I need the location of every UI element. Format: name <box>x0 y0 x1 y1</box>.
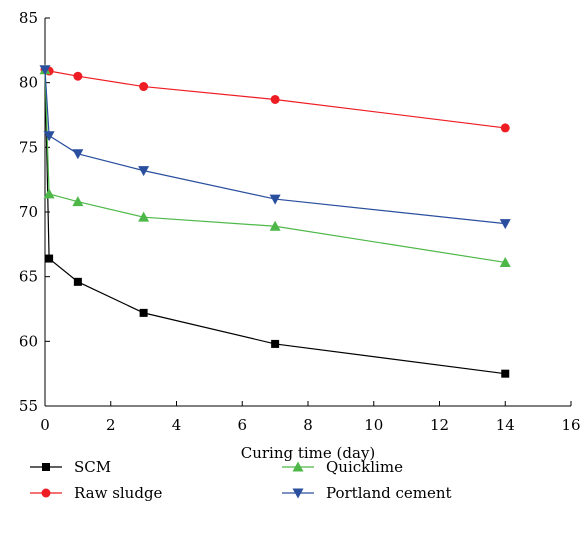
series-portland-cement <box>39 65 511 230</box>
series-quicklime <box>39 64 511 267</box>
series-layer <box>39 64 511 378</box>
data-point <box>501 369 510 378</box>
legend-label: Raw sludge <box>74 484 163 502</box>
data-point <box>138 211 150 222</box>
legend-label: SCM <box>74 458 111 476</box>
x-tick-label: 8 <box>303 416 313 434</box>
series-line <box>44 69 506 264</box>
legend-label: Quicklime <box>326 458 403 476</box>
x-tick-label: 0 <box>40 416 50 434</box>
data-point <box>39 65 51 76</box>
y-tick-label: 70 <box>19 203 38 221</box>
legend-item: Quicklime <box>282 458 403 476</box>
y-tick-label: 60 <box>19 332 38 350</box>
x-tick-label: 10 <box>364 416 383 434</box>
data-point <box>72 149 84 160</box>
legend-marker <box>292 488 304 499</box>
legend-label: Portland cement <box>326 484 452 502</box>
data-point <box>271 339 280 348</box>
series-raw-sludge <box>40 65 510 133</box>
legend-marker <box>41 488 51 498</box>
data-point <box>499 256 511 267</box>
data-point <box>43 188 55 199</box>
legend-item: SCM <box>30 458 111 476</box>
x-tick-label: 6 <box>237 416 247 434</box>
data-point <box>73 71 83 81</box>
legend: SCM Raw sludge Quicklime Portland cement <box>30 458 452 502</box>
x-tick-label: 2 <box>106 416 116 434</box>
series-line <box>44 69 506 225</box>
x-tick-label: 16 <box>561 416 580 434</box>
data-point <box>269 220 281 231</box>
legend-item: Portland cement <box>282 484 452 502</box>
x-tick-label: 12 <box>430 416 449 434</box>
legend-item: Raw sludge <box>30 484 163 502</box>
y-tick-label: 55 <box>19 397 38 415</box>
data-point <box>139 308 148 317</box>
x-tick-label: 14 <box>496 416 515 434</box>
data-point <box>269 194 281 205</box>
data-point <box>138 166 150 177</box>
x-tick-label: 4 <box>172 416 182 434</box>
series-line <box>44 69 506 375</box>
y-tick-label: 65 <box>19 268 38 286</box>
data-point <box>499 219 511 230</box>
data-point <box>72 196 84 207</box>
data-point <box>139 82 149 92</box>
legend-marker <box>292 461 304 472</box>
x-axis-ticks: 0 2 4 6 8 10 12 14 16 <box>40 401 581 434</box>
y-tick-label: 85 <box>19 9 38 27</box>
y-axis-ticks: 55 60 65 70 75 80 85 <box>19 9 50 415</box>
data-point <box>73 277 82 286</box>
data-point <box>500 123 510 133</box>
x-axis-title: Curing time (day) <box>241 444 376 462</box>
legend-marker <box>42 463 50 471</box>
data-point <box>43 131 55 142</box>
data-point <box>270 94 280 104</box>
y-tick-label: 75 <box>19 138 38 156</box>
y-tick-label: 80 <box>19 74 38 92</box>
data-point <box>45 254 54 263</box>
